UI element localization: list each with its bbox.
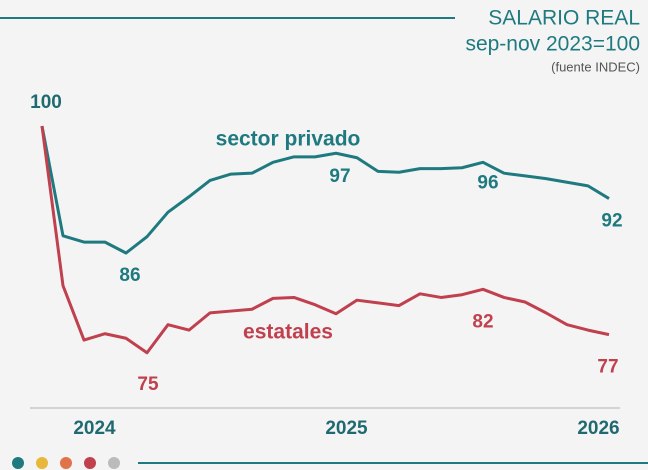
data-label: 77 (597, 357, 618, 378)
data-label: 75 (137, 374, 159, 395)
series-label: estatales (243, 321, 333, 344)
data-label: 82 (472, 311, 493, 332)
deco-dot (36, 457, 48, 469)
data-label: 86 (119, 265, 140, 286)
deco-dot (12, 457, 24, 469)
chart-title: SALARIO REAL (488, 7, 640, 30)
data-label: 97 (329, 166, 350, 187)
source: (fuente INDEC) (551, 59, 640, 74)
series-line (40, 125, 610, 355)
data-label: 92 (601, 211, 622, 232)
data-label: 100 (30, 92, 62, 113)
series-line (40, 125, 610, 255)
data-label: 96 (477, 172, 498, 193)
chart-subtitle: sep-nov 2023=100 (465, 33, 640, 56)
x-tick-label: 2026 (577, 418, 619, 439)
x-tick-label: 2025 (325, 418, 368, 439)
x-tick-label: 2024 (73, 418, 116, 439)
deco-dot (60, 457, 72, 469)
deco-dot (84, 457, 96, 469)
series-label: sector privado (216, 128, 361, 151)
deco-dot (108, 457, 120, 469)
